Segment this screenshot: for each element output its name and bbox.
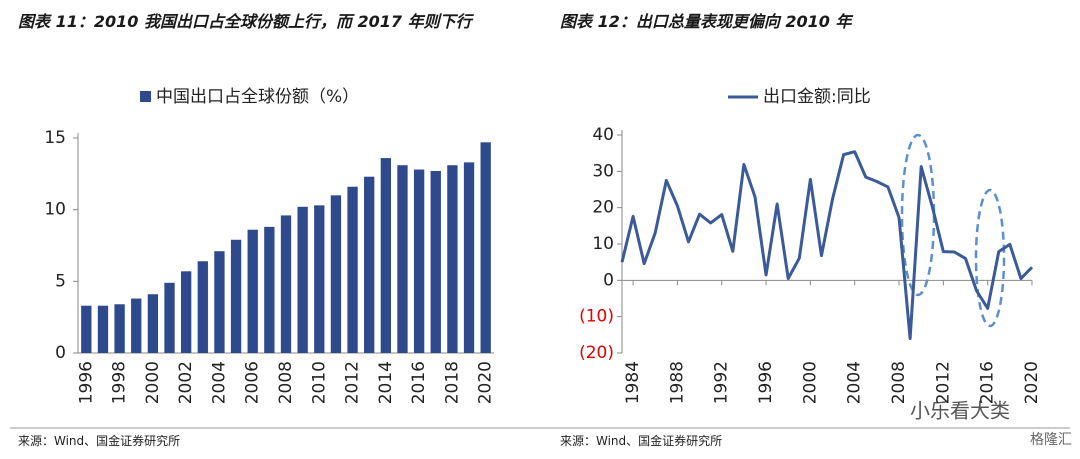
watermark: 小乐看大类 bbox=[910, 399, 1010, 423]
bar bbox=[364, 176, 375, 353]
bar bbox=[114, 304, 125, 353]
bar bbox=[164, 282, 175, 353]
legend-label: 出口金额:同比 bbox=[763, 87, 871, 107]
bar bbox=[280, 215, 292, 353]
chart-title: 图表 12：出口总量表现更偏向 2010 年 bbox=[560, 12, 852, 31]
x-tick-label: 2016 bbox=[978, 361, 998, 404]
x-tick-label: 1998 bbox=[110, 361, 130, 404]
x-tick-label: 2020 bbox=[1022, 361, 1042, 404]
bar bbox=[297, 206, 308, 353]
x-tick-label: 1996 bbox=[76, 361, 96, 404]
bar bbox=[264, 226, 275, 353]
x-tick-label: 2012 bbox=[343, 361, 363, 404]
bar bbox=[397, 165, 408, 353]
x-tick-label: 2012 bbox=[933, 361, 953, 404]
y-tick-label: 0 bbox=[55, 343, 66, 363]
bar bbox=[147, 294, 159, 353]
y-tick-label: 20 bbox=[592, 198, 614, 218]
y-tick-label: 40 bbox=[592, 125, 614, 145]
bar bbox=[97, 305, 109, 353]
y-tick-label: 10 bbox=[592, 234, 614, 254]
x-tick-label: 1988 bbox=[667, 361, 687, 404]
bar bbox=[230, 239, 242, 353]
legend-label: 中国出口占全球份额（%） bbox=[156, 87, 359, 107]
y-tick-label: 30 bbox=[592, 161, 614, 181]
x-tick-label: 2006 bbox=[243, 361, 263, 404]
y-tick-label: (10) bbox=[579, 307, 614, 327]
x-tick-label: 2002 bbox=[176, 361, 196, 404]
bar bbox=[214, 251, 225, 353]
bar bbox=[131, 298, 142, 353]
bar bbox=[380, 158, 391, 353]
y-tick-label: 10 bbox=[44, 200, 66, 220]
legend-swatch bbox=[140, 91, 151, 102]
y-tick-label: 15 bbox=[44, 128, 66, 148]
x-tick-label: 1996 bbox=[756, 361, 776, 404]
line-series bbox=[620, 150, 1034, 340]
bar bbox=[413, 169, 425, 353]
x-tick-label: 2010 bbox=[309, 361, 329, 404]
x-tick-label: 2004 bbox=[209, 361, 229, 404]
y-tick-label: 5 bbox=[55, 271, 66, 291]
x-tick-label: 2014 bbox=[376, 361, 396, 404]
x-tick-label: 2020 bbox=[476, 361, 496, 404]
bar bbox=[314, 205, 325, 353]
source: 来源：Wind、国金证券研究所 bbox=[18, 434, 181, 448]
bar bbox=[480, 142, 491, 353]
x-tick-label: 1992 bbox=[712, 361, 732, 404]
x-tick-label: 2008 bbox=[889, 361, 909, 404]
bar bbox=[347, 186, 358, 353]
x-tick-label: 2000 bbox=[800, 361, 820, 404]
x-tick-label: 2018 bbox=[442, 361, 462, 404]
logo: 格隆汇 bbox=[1030, 432, 1072, 448]
chart-title: 图表 11：2010 我国出口占全球份额上行，而 2017 年则下行 bbox=[18, 12, 472, 31]
bar bbox=[181, 271, 192, 353]
bar bbox=[463, 162, 475, 353]
bar bbox=[81, 305, 92, 353]
bar bbox=[330, 195, 342, 353]
x-tick-label: 2016 bbox=[409, 361, 429, 404]
highlight-ellipse bbox=[974, 188, 1006, 328]
bar bbox=[247, 229, 258, 353]
x-tick-label: 1984 bbox=[623, 361, 643, 404]
y-tick-label: 0 bbox=[603, 270, 614, 290]
bar bbox=[430, 170, 441, 353]
bar bbox=[197, 261, 208, 353]
source: 来源：Wind、国金证券研究所 bbox=[560, 434, 723, 448]
x-tick-label: 2000 bbox=[143, 361, 163, 404]
y-tick-label: (20) bbox=[579, 343, 614, 363]
x-tick-label: 2004 bbox=[845, 361, 865, 404]
bar bbox=[447, 165, 458, 353]
x-tick-label: 2008 bbox=[276, 361, 296, 404]
